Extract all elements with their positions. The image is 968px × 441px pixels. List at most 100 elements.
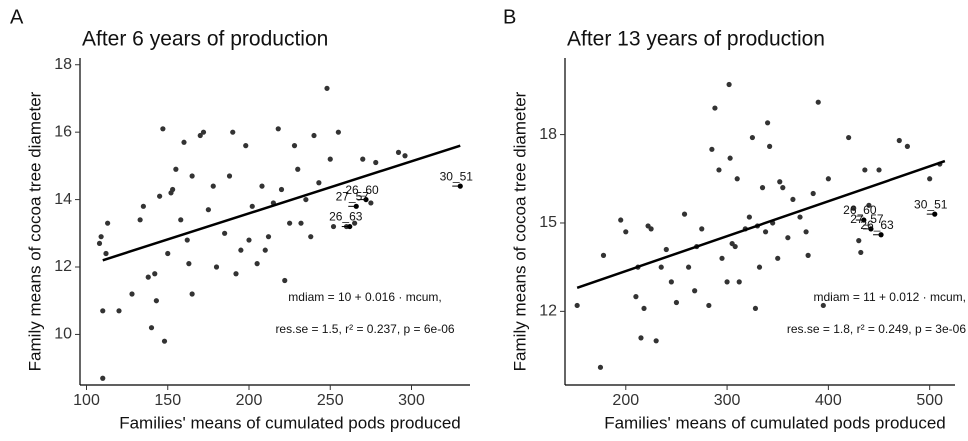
point (116, 308, 122, 314)
y-tick-label: 18 (54, 56, 72, 73)
annotation: mdiam = 11 + 0.012 · mcum, (813, 290, 966, 304)
point (330, 223, 337, 230)
point (825, 176, 831, 182)
point (716, 167, 722, 173)
point (278, 186, 285, 193)
point (226, 173, 233, 179)
point (148, 325, 155, 331)
point (165, 250, 171, 257)
point-label: 26_60 (345, 183, 379, 197)
x-axis-label: Families' means of cumulated pods produc… (604, 413, 946, 432)
point (222, 230, 228, 236)
point (184, 237, 190, 243)
point (230, 129, 236, 135)
point (734, 176, 740, 182)
point (100, 375, 106, 381)
panel-letter: A (10, 6, 24, 28)
point (352, 220, 358, 226)
point (896, 137, 902, 144)
point (767, 143, 773, 149)
point-label: 26_63 (329, 210, 363, 224)
point (618, 217, 624, 223)
point (699, 226, 705, 232)
x-tick-label: 500 (916, 392, 943, 409)
point (685, 264, 692, 270)
point (282, 277, 288, 284)
point-label: 27_57 (336, 190, 370, 204)
point (706, 302, 712, 309)
point (200, 129, 207, 135)
annotation: mdiam = 10 + 0.016 · mcum, (288, 290, 441, 304)
regression-line (102, 144, 461, 262)
point (633, 294, 639, 300)
point (638, 335, 644, 341)
point (904, 143, 910, 149)
point (927, 176, 933, 182)
point (668, 279, 674, 285)
point (803, 229, 809, 235)
point (186, 261, 192, 267)
point (157, 193, 163, 199)
point (308, 234, 314, 240)
point (709, 146, 715, 152)
point (368, 200, 374, 206)
point (210, 183, 216, 189)
point (805, 252, 811, 258)
point (178, 217, 184, 223)
point (140, 203, 146, 209)
point (749, 134, 756, 141)
x-tick-label: 100 (73, 392, 100, 409)
x-tick-label: 400 (815, 392, 842, 409)
point (402, 153, 408, 159)
point (815, 99, 821, 105)
point (137, 217, 143, 223)
point (254, 261, 260, 267)
point (862, 167, 868, 173)
point (858, 249, 864, 256)
point (574, 302, 580, 309)
point (712, 105, 718, 111)
y-tick-label: 16 (54, 123, 72, 140)
point (262, 247, 268, 253)
y-tick-label: 12 (54, 258, 72, 275)
point (653, 338, 659, 344)
point (233, 271, 239, 277)
point (295, 166, 301, 172)
point (265, 234, 272, 240)
point (360, 156, 366, 162)
point (851, 205, 857, 211)
point-label: 30_51 (914, 197, 948, 211)
point (298, 220, 304, 226)
point (623, 229, 629, 235)
point (173, 166, 179, 172)
x-tick-label: 250 (317, 392, 344, 409)
point (658, 264, 664, 270)
point (719, 255, 725, 261)
point (732, 243, 738, 250)
point (866, 202, 872, 208)
point (145, 274, 151, 280)
point (663, 246, 669, 253)
x-tick-label: 200 (612, 392, 639, 409)
point (249, 203, 255, 209)
point (213, 264, 220, 270)
point (846, 134, 852, 141)
x-tick-label: 300 (398, 392, 425, 409)
annotation: res.se = 1.8, r² = 0.249, p = 3e-06 (787, 322, 966, 336)
point (259, 183, 265, 189)
point (152, 271, 158, 277)
chart-title: After 13 years of production (567, 28, 825, 51)
y-axis-label: Family means of cocoa tree diameter (510, 91, 529, 371)
point (205, 207, 211, 213)
point (727, 155, 733, 161)
point (681, 211, 688, 217)
y-tick-label: 15 (539, 214, 557, 231)
point (316, 180, 322, 186)
point (161, 338, 168, 344)
point (98, 234, 104, 240)
point (170, 186, 176, 193)
point (96, 240, 103, 247)
x-tick-label: 150 (154, 392, 181, 409)
point (856, 238, 862, 244)
